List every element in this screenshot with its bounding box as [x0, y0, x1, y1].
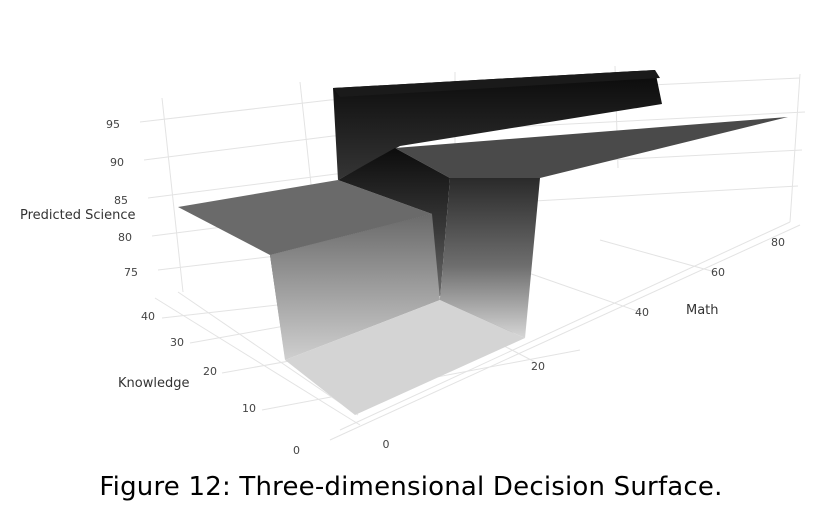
grid-line [519, 269, 641, 313]
y-axis-title: Math [686, 303, 719, 318]
grid-line [147, 173, 337, 199]
y-tick-label: 0 [383, 438, 390, 451]
surface-left-wall [270, 214, 440, 360]
x-tick-label: 10 [242, 402, 256, 415]
grid-line [599, 239, 716, 273]
decision-surface-chart: 95 90 85 80 75 40 30 20 10 0 0 20 40 60 … [20, 65, 806, 457]
surface-plateau-high-math [395, 117, 788, 178]
z-tick-label: 75 [124, 266, 138, 279]
grid-line [789, 73, 801, 223]
surface-high-back-wall [333, 70, 662, 180]
grid-line [339, 221, 791, 431]
x-tick-label: 40 [141, 310, 155, 323]
z-tick-label: 80 [118, 231, 132, 244]
z-tick-label: 85 [114, 194, 128, 207]
grid-line [154, 297, 361, 426]
y-tick-label: 80 [771, 236, 785, 249]
surface-right-cliff [440, 178, 540, 338]
surface [178, 70, 788, 415]
x-tick-label: 20 [203, 365, 217, 378]
grid-line [177, 291, 359, 416]
x-tick-label: 0 [293, 444, 300, 457]
z-axis-title: Predicted Science [20, 208, 136, 223]
z-tick-label: 95 [106, 118, 120, 131]
x-tick-label: 30 [170, 336, 184, 349]
tick-labels: 95 90 85 80 75 40 30 20 10 0 0 20 40 60 … [106, 118, 785, 457]
y-tick-label: 20 [531, 360, 545, 373]
x-axis-title: Knowledge [118, 376, 189, 391]
figure-caption: Figure 12: Three-dimensional Decision Su… [99, 472, 723, 502]
y-tick-label: 40 [635, 306, 649, 319]
grid-line [143, 135, 334, 161]
grid-line [139, 99, 331, 123]
surface-plateau-high-knowledge [178, 180, 432, 255]
grid-line [329, 224, 801, 441]
y-tick-label: 60 [711, 266, 725, 279]
surface-floor [285, 300, 525, 415]
surface-high-plateau-top [333, 70, 660, 97]
z-tick-label: 90 [110, 156, 124, 169]
